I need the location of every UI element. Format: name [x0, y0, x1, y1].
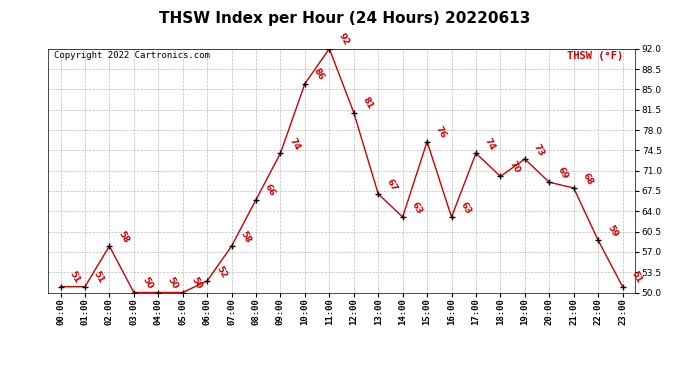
Text: 59: 59: [605, 224, 619, 239]
Text: THSW Index per Hour (24 Hours) 20220613: THSW Index per Hour (24 Hours) 20220613: [159, 11, 531, 26]
Text: 76: 76: [434, 125, 448, 140]
Text: 63: 63: [410, 200, 424, 216]
Text: 50: 50: [141, 276, 155, 291]
Text: 81: 81: [361, 96, 375, 111]
Text: 50: 50: [190, 276, 204, 291]
Text: 74: 74: [483, 136, 497, 152]
Text: THSW (°F): THSW (°F): [566, 51, 623, 61]
Text: 73: 73: [532, 142, 546, 158]
Text: 70: 70: [507, 160, 522, 175]
Text: 51: 51: [629, 270, 644, 285]
Text: 68: 68: [581, 171, 595, 187]
Text: 51: 51: [68, 270, 81, 285]
Text: 63: 63: [458, 200, 473, 216]
Text: 92: 92: [336, 32, 351, 47]
Text: 51: 51: [92, 270, 106, 285]
Text: 52: 52: [214, 264, 228, 279]
Text: 69: 69: [556, 165, 571, 181]
Text: 50: 50: [165, 276, 179, 291]
Text: 67: 67: [385, 177, 400, 192]
Text: 58: 58: [239, 230, 253, 244]
Text: 66: 66: [263, 183, 277, 198]
Text: 58: 58: [117, 230, 130, 244]
Text: Copyright 2022 Cartronics.com: Copyright 2022 Cartronics.com: [55, 51, 210, 60]
Text: 74: 74: [288, 136, 302, 152]
Text: 86: 86: [312, 67, 326, 82]
